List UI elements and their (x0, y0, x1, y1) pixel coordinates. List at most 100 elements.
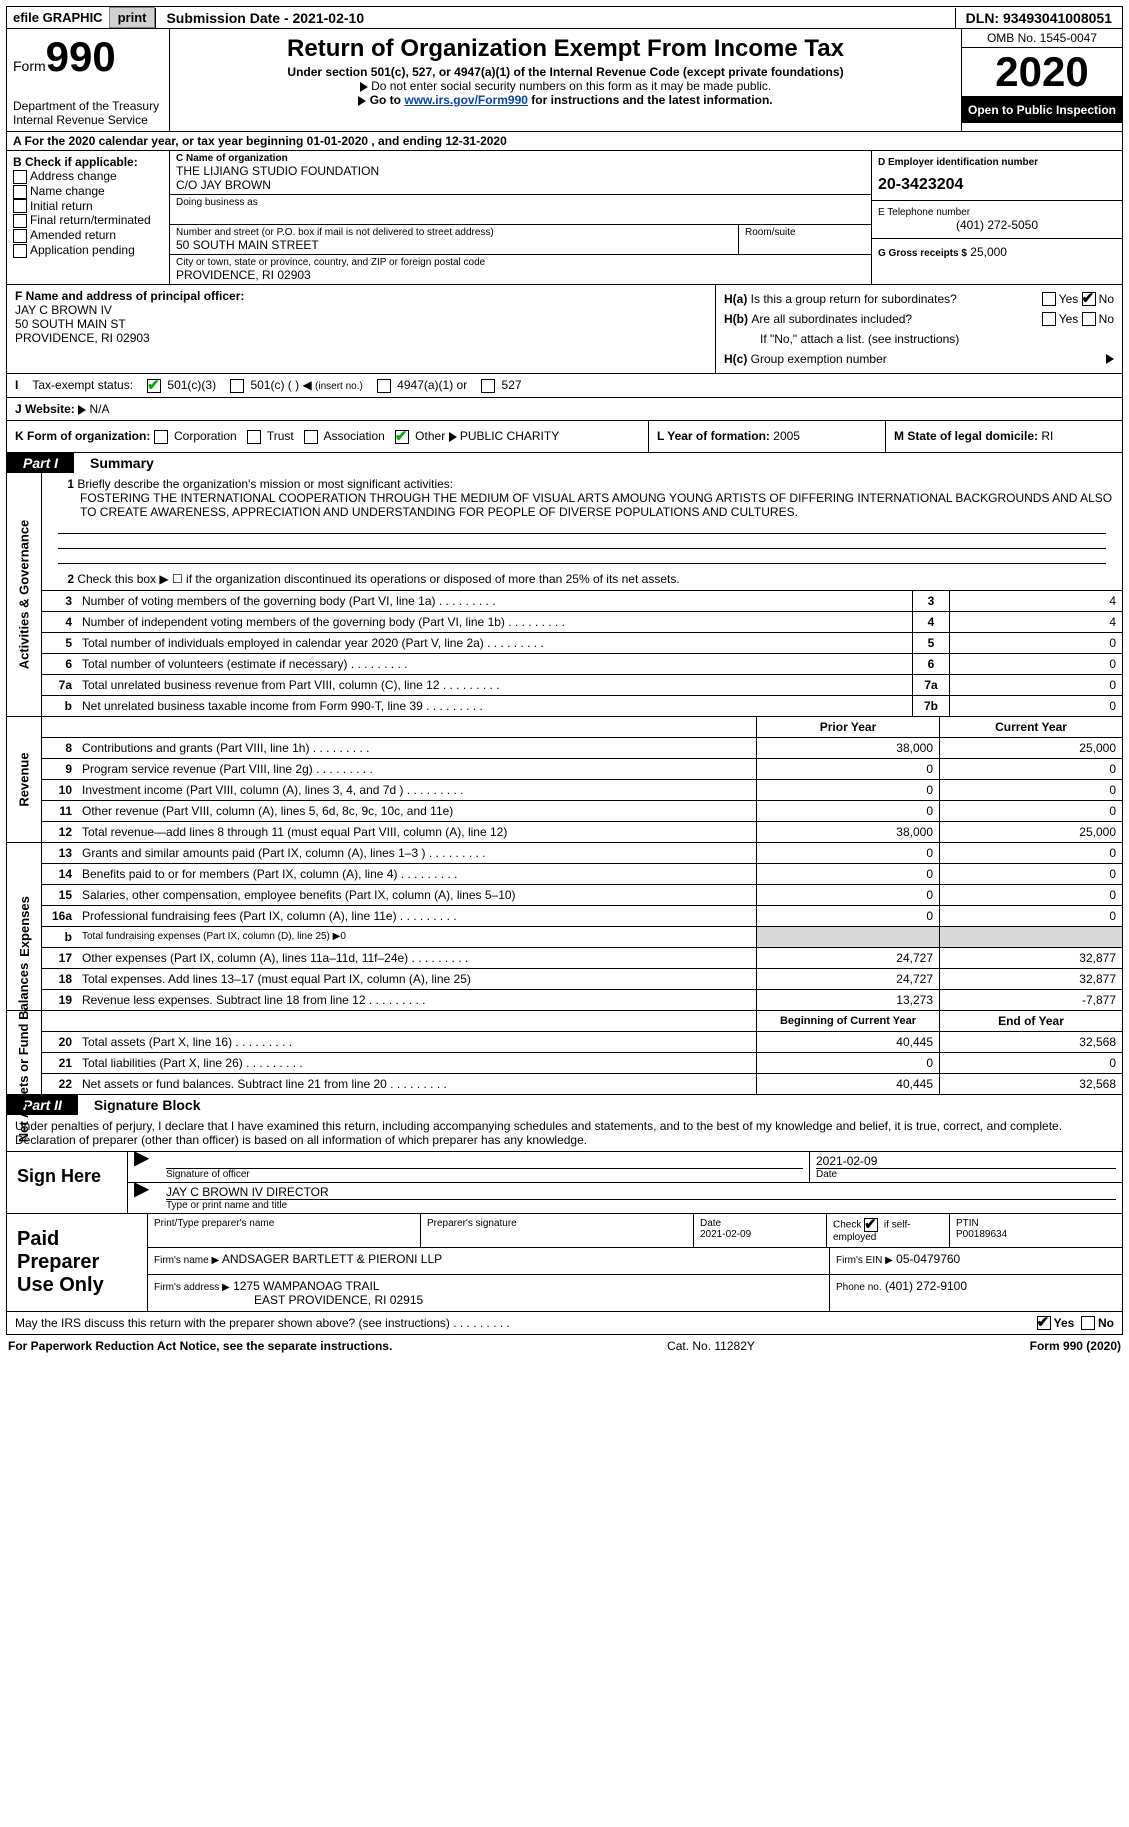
line12-py: 38,000 (756, 822, 939, 842)
dba-label: Doing business as (176, 197, 865, 208)
top-bar: efile GRAPHIC print Submission Date - 20… (6, 6, 1123, 29)
part2-header: Part II Signature Block (7, 1095, 1122, 1115)
box-m: M State of legal domicile: RI (886, 421, 1122, 452)
part1-tag: Part I (7, 453, 74, 473)
signature-block: Under penalties of perjury, I declare th… (6, 1115, 1123, 1312)
print-button[interactable]: print (109, 7, 156, 28)
line11-desc: Other revenue (Part VIII, column (A), li… (78, 802, 756, 820)
discuss-row: May the IRS discuss this return with the… (6, 1312, 1123, 1335)
form-title: Return of Organization Exempt From Incom… (178, 35, 953, 63)
phone-value: (401) 272-5050 (878, 218, 1116, 232)
hb-yes[interactable] (1042, 312, 1056, 326)
box-k: K Form of organization: Corporation Trus… (7, 421, 649, 452)
line7b-desc: Net unrelated business taxable income fr… (78, 697, 912, 715)
room-label: Room/suite (745, 227, 865, 238)
firm-name-value: ANDSAGER BARTLETT & PIERONI LLP (222, 1252, 442, 1266)
line22-desc: Net assets or fund balances. Subtract li… (78, 1075, 756, 1093)
hb-no[interactable] (1082, 312, 1096, 326)
officer-name-title: JAY C BROWN IV DIRECTOR (166, 1185, 1116, 1200)
cb-501c3[interactable] (147, 379, 161, 393)
header-left: Form990 Department of the Treasury Inter… (7, 29, 170, 131)
box-de: D Employer identification number 20-3423… (871, 151, 1122, 284)
col-end-year: End of Year (939, 1011, 1122, 1031)
phone-label: E Telephone number (878, 207, 1116, 218)
line8-cy: 25,000 (939, 738, 1122, 758)
form-note2: Go to www.irs.gov/Form990 for instructio… (178, 93, 953, 107)
header-right: OMB No. 1545-0047 2020 Open to Public In… (961, 29, 1122, 131)
line12-cy: 25,000 (939, 822, 1122, 842)
officer-city: PROVIDENCE, RI 02903 (15, 331, 707, 345)
line4-value: 4 (949, 612, 1122, 632)
line5-value: 0 (949, 633, 1122, 653)
sig-date-label: Date (816, 1169, 1116, 1180)
line6-desc: Total number of volunteers (estimate if … (78, 655, 912, 673)
section-revenue: Revenue Prior YearCurrent Year 8Contribu… (6, 717, 1123, 843)
open-public: Open to Public Inspection (962, 97, 1122, 123)
line9-cy: 0 (939, 759, 1122, 779)
sign-arrow-icon-2: ▶ (128, 1183, 160, 1213)
omb-number: OMB No. 1545-0047 (962, 29, 1122, 48)
cb-assoc[interactable] (304, 430, 318, 444)
line10-py: 0 (756, 780, 939, 800)
vlabel-governance: Activities & Governance (7, 473, 42, 716)
cb-527[interactable] (481, 379, 495, 393)
col-current-year: Current Year (939, 717, 1122, 737)
ha-yes[interactable] (1042, 292, 1056, 306)
line19-py: 13,273 (756, 990, 939, 1010)
org-care-of: C/O JAY BROWN (176, 178, 865, 192)
line21-cy: 0 (939, 1053, 1122, 1073)
part2-title: Signature Block (78, 1095, 217, 1115)
line6-value: 0 (949, 654, 1122, 674)
box-j: J Website: N/A (6, 398, 1123, 421)
sig-officer-label: Signature of officer (166, 1169, 803, 1180)
section-governance: Activities & Governance 1 Briefly descri… (6, 473, 1123, 717)
cb-name-change[interactable]: Name change (13, 184, 163, 199)
cb-address-change[interactable]: Address change (13, 169, 163, 184)
discuss-question: May the IRS discuss this return with the… (15, 1316, 1037, 1330)
cb-self-employed[interactable] (864, 1218, 878, 1232)
line1-label: Briefly describe the organization's miss… (77, 477, 453, 491)
cb-trust[interactable] (247, 430, 261, 444)
ein-label: D Employer identification number (878, 157, 1116, 168)
line13-cy: 0 (939, 843, 1122, 863)
gross-value: 25,000 (970, 245, 1007, 259)
line2-label: Check this box ▶ ☐ if the organization d… (77, 572, 679, 586)
dln: DLN: 93493041008051 (955, 8, 1122, 28)
footer-right: Form 990 (2020) (1030, 1339, 1121, 1353)
line16a-py: 0 (756, 906, 939, 926)
footer-left: For Paperwork Reduction Act Notice, see … (8, 1339, 392, 1353)
page-footer: For Paperwork Reduction Act Notice, see … (6, 1335, 1123, 1357)
type-name-label: Type or print name and title (166, 1200, 1116, 1211)
line20-py: 40,445 (756, 1032, 939, 1052)
box-b: B Check if applicable: Address change Na… (7, 151, 170, 284)
line14-cy: 0 (939, 864, 1122, 884)
line7b-value: 0 (949, 696, 1122, 716)
cb-corp[interactable] (154, 430, 168, 444)
box-b-label: B Check if applicable: (13, 155, 163, 169)
efile-label: efile GRAPHIC (7, 8, 109, 27)
prep-sig-label: Preparer's signature (421, 1214, 694, 1247)
firm-phone-label: Phone no. (836, 1282, 882, 1293)
line14-py: 0 (756, 864, 939, 884)
discuss-no[interactable] (1081, 1316, 1095, 1330)
cb-final-return[interactable]: Final return/terminated (13, 213, 163, 228)
cb-other[interactable] (395, 430, 409, 444)
cb-initial-return[interactable]: Initial return (13, 199, 163, 214)
discuss-yes[interactable] (1037, 1316, 1051, 1330)
part1-header: Part I Summary (7, 453, 1122, 473)
ha-no[interactable] (1082, 292, 1096, 306)
line16b-py (756, 927, 939, 947)
instructions-link[interactable]: www.irs.gov/Form990 (404, 93, 528, 107)
tax-year: 2020 (962, 48, 1122, 97)
line7a-value: 0 (949, 675, 1122, 695)
box-j-label: J Website: (15, 402, 75, 416)
cb-application-pending[interactable]: Application pending (13, 243, 163, 258)
cb-4947[interactable] (377, 379, 391, 393)
cb-amended-return[interactable]: Amended return (13, 228, 163, 243)
cb-501c[interactable] (230, 379, 244, 393)
line17-cy: 32,877 (939, 948, 1122, 968)
section-expenses: Expenses 13Grants and similar amounts pa… (6, 843, 1123, 1011)
col-begin-year: Beginning of Current Year (756, 1011, 939, 1031)
prep-date-label: Date (700, 1218, 721, 1229)
line17-desc: Other expenses (Part IX, column (A), lin… (78, 949, 756, 967)
